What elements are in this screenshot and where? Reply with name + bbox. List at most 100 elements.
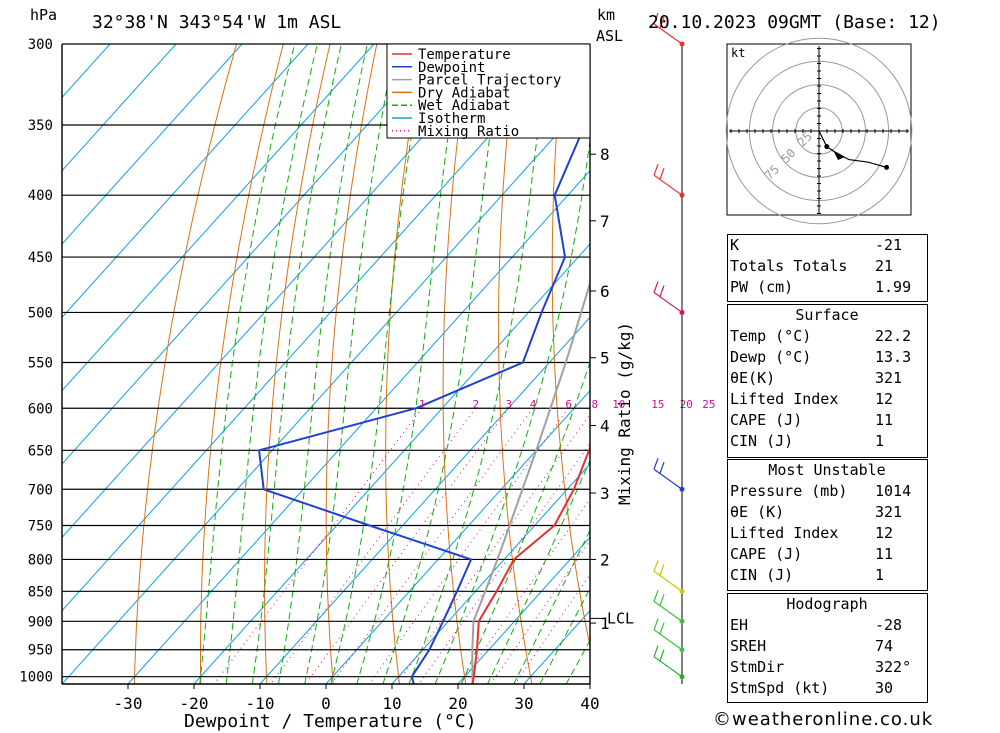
indices-row-label: StmDir — [730, 658, 785, 676]
pressure-tick-label: 900 — [28, 614, 53, 630]
isotherm-line — [62, 96, 590, 684]
mixing-ratio-line — [370, 408, 569, 683]
indices-row-value: -28 — [875, 616, 903, 634]
indices-row: PW (cm) 1.99 — [727, 277, 927, 298]
wind-barb-staff — [653, 291, 683, 313]
indices-row-value: 11 — [875, 545, 894, 563]
dry-adiabat-line — [655, 44, 731, 684]
km-tick-label: 7 — [600, 212, 610, 231]
pressure-tick-label: 450 — [28, 250, 53, 266]
indices-section-title: Surface — [795, 306, 859, 324]
pressure-tick-label: 500 — [28, 305, 53, 321]
mixing-ratio-axis-label: Mixing Ratio (g/kg) — [615, 322, 634, 505]
pressure-tick-label: 350 — [28, 118, 53, 134]
mixing-ratio-tick-label: 6 — [565, 398, 572, 411]
x-tick-label: -30 — [114, 694, 143, 713]
wind-barb-flag — [659, 167, 665, 180]
profile-lines — [258, 88, 590, 684]
indices-row-value: 321 — [875, 503, 903, 521]
wind-barb-dot — [679, 41, 685, 47]
wet-adiabat-line — [460, 360, 590, 684]
indices-row-label: Temp (°C) — [730, 327, 812, 345]
wind-barb-flag — [653, 590, 659, 602]
wind-barb — [653, 281, 685, 315]
isotherm-line — [62, 44, 375, 392]
pressure-tick-label: 400 — [28, 188, 53, 204]
wind-barb-flag — [653, 281, 659, 293]
x-tick-label: 30 — [514, 694, 533, 713]
pressure-tick-label: 950 — [28, 643, 53, 659]
wind-barb-staff — [653, 656, 683, 678]
dry-adiabat-line — [442, 44, 471, 684]
legend-entry-label: Parcel Trajectory — [418, 73, 561, 89]
mixing-ratio-tick-label: 3 — [506, 398, 513, 411]
indices-row: CAPE (J) 11 — [727, 544, 927, 565]
indices-row-label: EH — [730, 616, 749, 634]
isotherm-line — [193, 243, 590, 684]
indices-row-label: StmSpd (kt) — [730, 679, 830, 697]
wind-barb-flag — [659, 594, 665, 606]
wet-adiabat-line — [199, 44, 296, 684]
pressure-tick-label: 800 — [28, 552, 53, 568]
isotherm-line — [62, 44, 111, 99]
km-tick-label: 6 — [600, 282, 610, 301]
km-tick-label: 1 — [600, 614, 610, 633]
indices-row-label: CAPE (J) — [730, 411, 803, 429]
series-line-parcel-trajectory — [471, 279, 590, 684]
isotherm-line — [62, 44, 243, 245]
hodograph-trace — [818, 130, 887, 168]
pressure-tick-label: 650 — [28, 443, 53, 459]
dry-adiabat-line — [604, 44, 664, 684]
indices-row-value: 1014 — [875, 482, 912, 500]
indices-row-label: θE (K) — [730, 503, 785, 521]
indices-row: CAPE (J) 11 — [727, 410, 927, 431]
mixing-ratio-tick-label: 4 — [530, 398, 537, 411]
indices-row-label: K — [730, 236, 740, 254]
dry-adiabat-line — [133, 44, 237, 684]
dry-adiabat-line — [938, 44, 1000, 684]
hodograph-ring — [725, 37, 913, 225]
indices-box-general — [727, 234, 928, 302]
wind-barb-dot — [679, 588, 685, 594]
indices-row-label: CAPE (J) — [730, 545, 803, 563]
indices-section-header: Most Unstable — [727, 460, 927, 481]
date-title: 20.10.2023 09GMT (Base: 12) — [648, 12, 941, 33]
pressure-tick-label: 550 — [28, 356, 53, 372]
isotherm-line — [127, 169, 590, 684]
legend-box — [386, 43, 591, 139]
mixing-ratio-tick-label: 2 — [473, 398, 480, 411]
isotherm-line — [391, 463, 590, 684]
indices-row-value: 12 — [875, 524, 894, 542]
mixing-ratio-line — [332, 408, 534, 683]
wind-barb-staff — [653, 600, 683, 622]
indices-row-label: Dewp (°C) — [730, 348, 812, 366]
km-label: km — [597, 6, 615, 24]
x-tick-label: 20 — [448, 694, 467, 713]
indices-row-label: Totals Totals — [730, 257, 848, 275]
indices-general-table: K -21 Totals Totals 21 PW (cm) 1.99 — [727, 235, 927, 298]
isotherm-line — [62, 44, 507, 539]
pressure-tick-label: 600 — [28, 401, 53, 417]
wind-barb-flag — [659, 649, 665, 661]
indices-row: Lifted Index 12 — [727, 389, 927, 410]
indices-row-label: Lifted Index — [730, 390, 839, 408]
mixing-ratio-line — [271, 407, 476, 683]
wind-barb-dot — [679, 618, 685, 624]
wind-barb-dot — [679, 647, 685, 653]
mixing-ratio-labels: 1 2 3 4 6 8 10 15 20 25 — [419, 398, 716, 411]
legend-entry-label: Mixing Ratio — [418, 124, 519, 140]
wet-adiabat-line — [330, 44, 428, 684]
wind-barb-flag — [653, 163, 659, 176]
isobar-lines — [62, 43, 590, 678]
x-tick-label: 10 — [382, 694, 401, 713]
wind-barb-staff — [653, 570, 683, 592]
indices-row: K -21 — [727, 235, 927, 256]
indices-row-label: Lifted Index — [730, 524, 839, 542]
isotherm-line — [62, 44, 573, 612]
indices-box-surface — [727, 304, 928, 458]
wind-barb — [653, 560, 685, 594]
km-tick-label: 4 — [600, 416, 610, 435]
